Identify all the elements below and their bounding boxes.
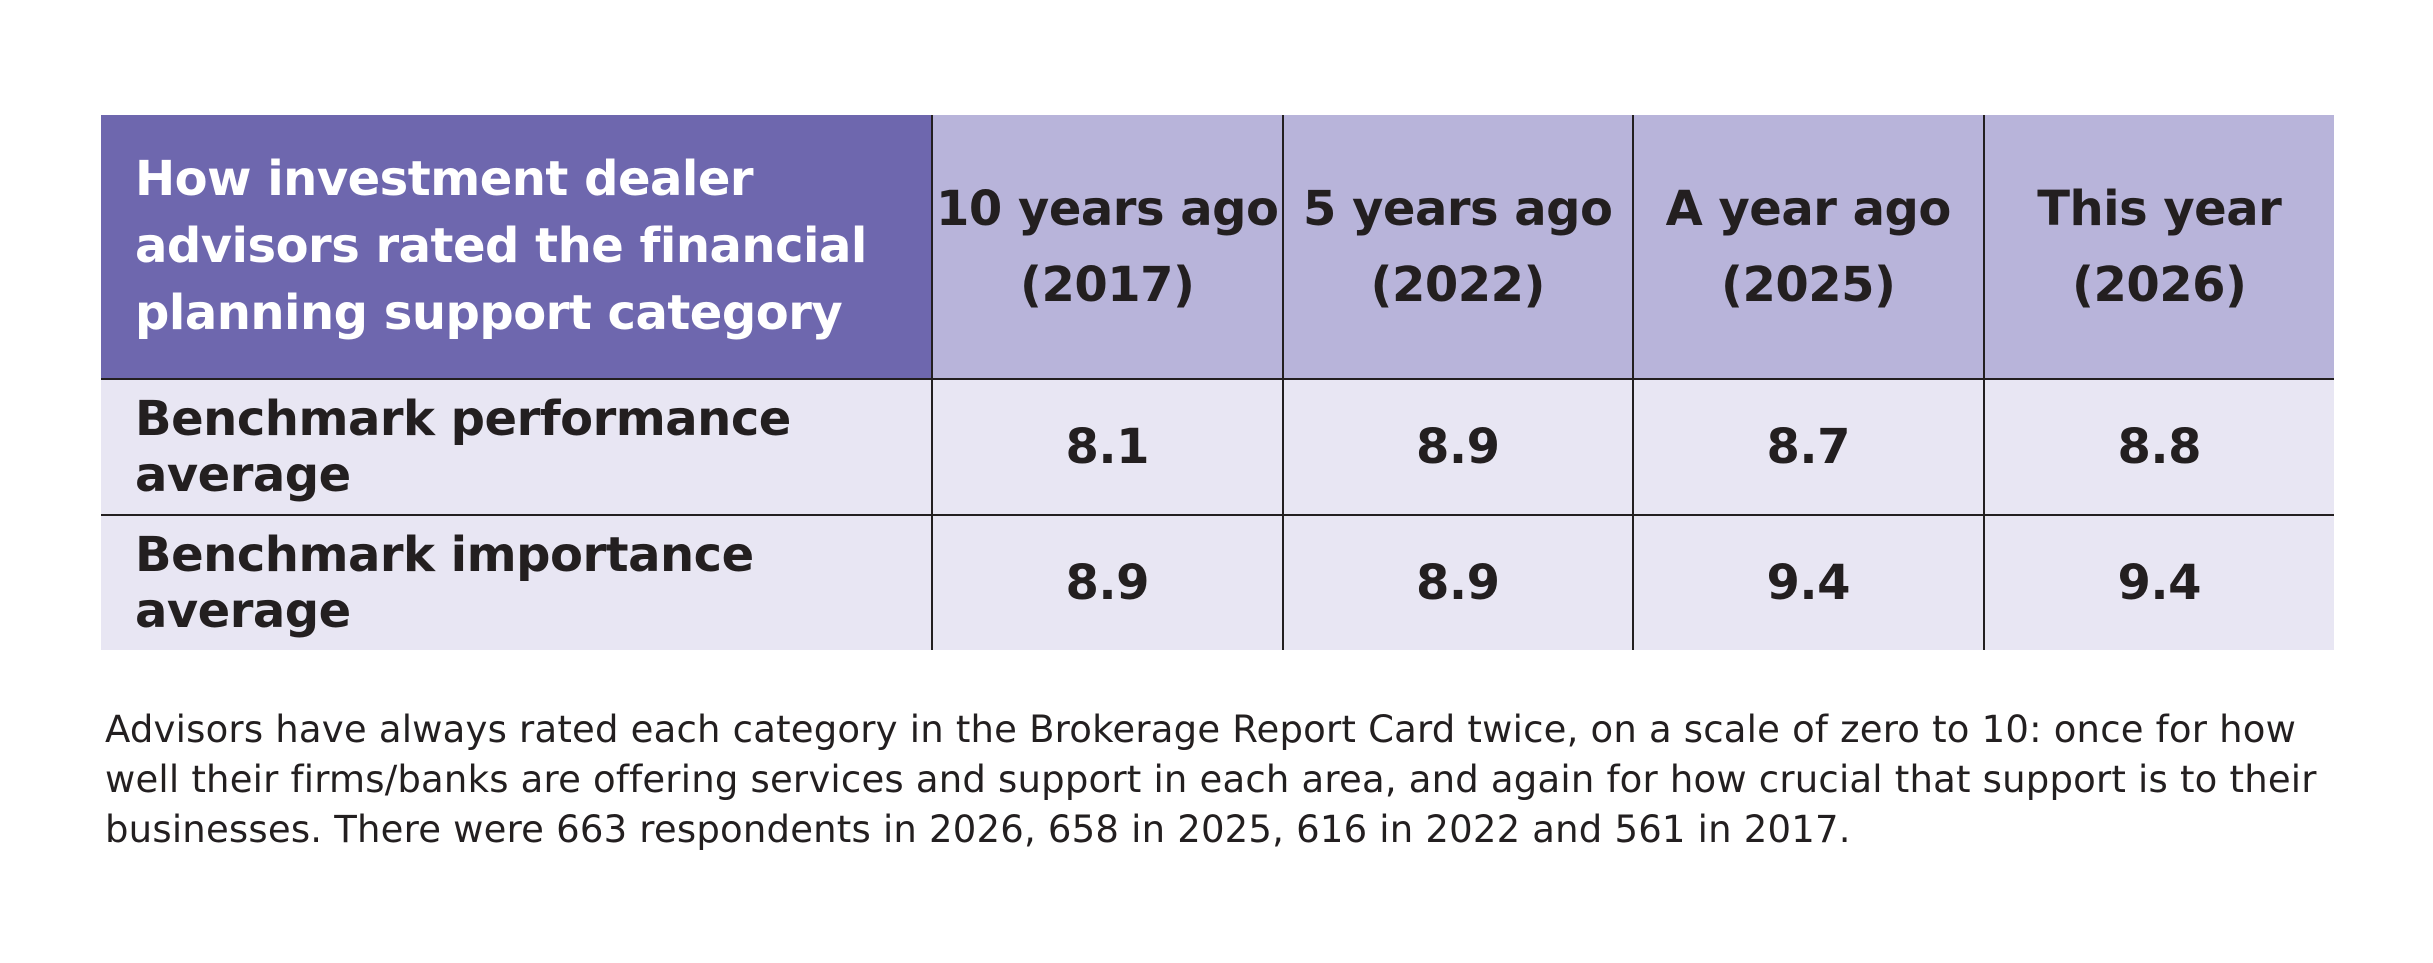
table-title: How investment dealer advisors rated the… <box>101 115 932 379</box>
column-header-label: 10 years ago <box>936 180 1279 237</box>
column-header-year: (2025) <box>1721 256 1896 313</box>
cell-importance-2017: 8.9 <box>931 514 1283 650</box>
header-row: How investment dealer advisors rated the… <box>101 115 2334 379</box>
column-header-label: This year <box>2037 180 2282 237</box>
column-header-label: 5 years ago <box>1302 180 1613 237</box>
row-label-importance: Benchmark importance average <box>101 514 932 650</box>
column-header-2017: 10 years ago (2017) <box>931 115 1283 379</box>
column-header-2025: A year ago (2025) <box>1632 115 1984 379</box>
column-header-year: (2026) <box>2072 256 2247 313</box>
column-header-2022: 5 years ago (2022) <box>1281 115 1633 379</box>
column-header-2026: This year (2026) <box>1982 115 2334 379</box>
column-header-year: (2022) <box>1370 256 1546 313</box>
table-row-performance: Benchmark performance average 8.1 8.9 8.… <box>101 378 2334 515</box>
cell-performance-2017: 8.1 <box>931 378 1283 515</box>
row-label-performance: Benchmark performance average <box>101 378 932 515</box>
table-row-importance: Benchmark importance average 8.9 8.9 9.4… <box>101 514 2334 650</box>
cell-importance-2022: 8.9 <box>1281 514 1633 650</box>
cell-importance-2025: 9.4 <box>1632 514 1984 650</box>
cell-performance-2022: 8.9 <box>1281 378 1633 515</box>
column-header-year: (2017) <box>1020 256 1195 313</box>
ratings-table: How investment dealer advisors rated the… <box>101 115 2334 650</box>
cell-performance-2026: 8.8 <box>1982 378 2334 515</box>
column-header-label: A year ago <box>1665 180 1952 237</box>
footnote: Advisors have always rated each category… <box>105 708 2317 851</box>
cell-importance-2026: 9.4 <box>1982 514 2334 650</box>
cell-performance-2025: 8.7 <box>1632 378 1984 515</box>
